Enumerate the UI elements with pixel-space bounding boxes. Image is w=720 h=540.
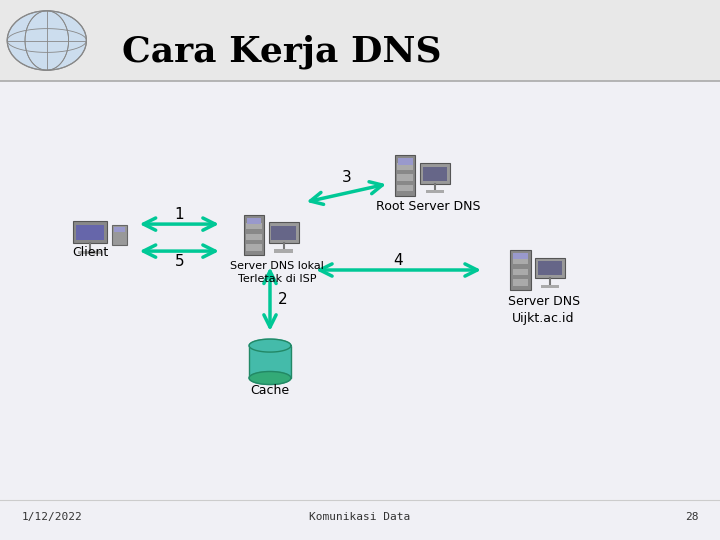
- FancyBboxPatch shape: [510, 249, 531, 291]
- FancyBboxPatch shape: [249, 346, 291, 378]
- FancyBboxPatch shape: [420, 163, 450, 184]
- FancyBboxPatch shape: [423, 167, 447, 181]
- FancyBboxPatch shape: [246, 244, 262, 251]
- FancyBboxPatch shape: [244, 215, 264, 255]
- Text: 28: 28: [685, 512, 698, 522]
- FancyBboxPatch shape: [513, 268, 528, 275]
- Text: 2: 2: [277, 292, 287, 307]
- Text: Root Server DNS: Root Server DNS: [376, 200, 481, 213]
- Text: 1: 1: [174, 207, 184, 222]
- FancyBboxPatch shape: [269, 222, 299, 243]
- FancyBboxPatch shape: [0, 81, 720, 540]
- FancyBboxPatch shape: [271, 226, 296, 240]
- FancyBboxPatch shape: [246, 233, 262, 240]
- FancyBboxPatch shape: [274, 249, 293, 253]
- FancyBboxPatch shape: [112, 225, 127, 245]
- FancyBboxPatch shape: [541, 285, 559, 288]
- FancyBboxPatch shape: [397, 185, 413, 191]
- FancyBboxPatch shape: [513, 258, 528, 264]
- Text: 3: 3: [342, 170, 352, 185]
- FancyBboxPatch shape: [398, 159, 413, 165]
- FancyBboxPatch shape: [246, 222, 262, 229]
- FancyBboxPatch shape: [395, 156, 415, 195]
- FancyBboxPatch shape: [73, 221, 107, 243]
- Text: Server DNS
Uijkt.ac.id: Server DNS Uijkt.ac.id: [508, 295, 580, 326]
- Text: Cara Kerja DNS: Cara Kerja DNS: [122, 34, 442, 69]
- Text: Server DNS lokal
Terletak di ISP: Server DNS lokal Terletak di ISP: [230, 261, 324, 284]
- Text: 5: 5: [174, 254, 184, 269]
- FancyBboxPatch shape: [78, 251, 102, 254]
- Text: 4: 4: [393, 253, 403, 268]
- FancyBboxPatch shape: [513, 280, 528, 286]
- FancyBboxPatch shape: [538, 261, 562, 275]
- FancyBboxPatch shape: [513, 253, 528, 260]
- FancyBboxPatch shape: [247, 218, 261, 225]
- Text: Komunikasi Data: Komunikasi Data: [310, 512, 410, 522]
- FancyBboxPatch shape: [535, 258, 565, 278]
- FancyBboxPatch shape: [76, 225, 104, 240]
- Circle shape: [7, 11, 86, 70]
- FancyBboxPatch shape: [426, 190, 444, 193]
- FancyBboxPatch shape: [114, 227, 125, 232]
- Text: 1/12/2022: 1/12/2022: [22, 512, 82, 522]
- FancyBboxPatch shape: [0, 0, 720, 81]
- Text: Client: Client: [72, 246, 108, 259]
- Text: Cache: Cache: [251, 384, 289, 397]
- Polygon shape: [249, 339, 291, 352]
- FancyBboxPatch shape: [397, 174, 413, 180]
- FancyBboxPatch shape: [397, 163, 413, 170]
- Polygon shape: [249, 372, 291, 384]
